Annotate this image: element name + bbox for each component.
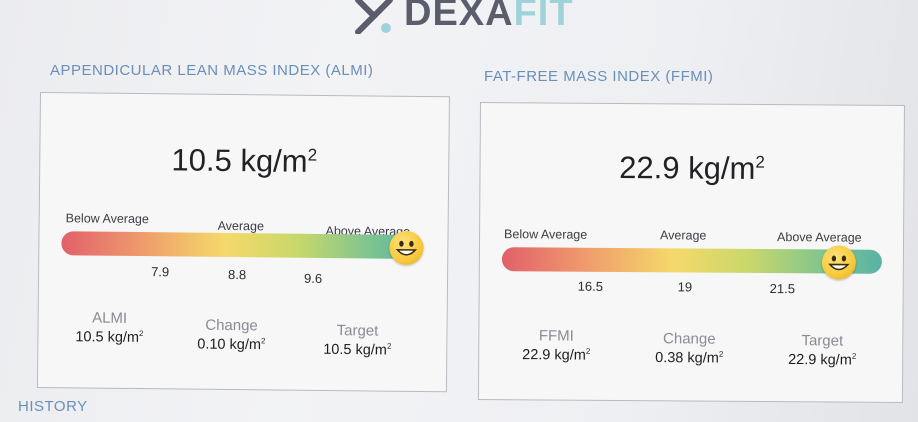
almi-stat-current: ALMI 10.5 kg/m2 (75, 309, 144, 346)
history-section-title: HISTORY (18, 398, 88, 415)
smiley-face-icon (389, 230, 424, 266)
almi-stat-target: Target 10.5 kg/m2 (323, 322, 392, 359)
almi-value: 10.5 kg/m2 (171, 142, 318, 179)
ffmi-card: 22.9 kg/m2 Below Average Average Above A… (477, 102, 905, 403)
ffmi-stat-current: FFMI 22.9 kg/m2 (522, 327, 591, 364)
logo-wordmark: DEXAFIT (404, 0, 574, 34)
ffmi-value: 22.9 kg/m2 (619, 149, 765, 186)
ffmi-stat-target: Target 22.9 kg/m2 (788, 332, 857, 369)
almi-tick-low: 7.9 (151, 264, 170, 280)
ffmi-tick-mid: 19 (677, 279, 693, 295)
ffmi-band-above-average: Above Average (777, 230, 862, 245)
ffmi-tick-high: 21.5 (769, 281, 796, 297)
almi-band-below-average: Below Average (65, 211, 149, 227)
dexafit-logo: DEXAFIT (352, 0, 574, 35)
almi-tick-high: 9.6 (303, 270, 323, 286)
almi-stat-change: Change 0.10 kg/m2 (197, 316, 266, 354)
almi-range-bar (61, 231, 424, 260)
dexafit-x-logo-icon (355, 0, 393, 34)
smiley-face-icon (821, 245, 857, 280)
ffmi-band-below-average: Below Average (504, 227, 588, 242)
ffmi-section-title: FAT-FREE MASS INDEX (FFMI) (484, 68, 714, 85)
almi-section-title: APPENDICULAR LEAN MASS INDEX (ALMI) (50, 62, 374, 79)
ffmi-band-average: Average (660, 228, 707, 243)
almi-tick-mid: 8.8 (228, 266, 247, 283)
almi-card: 10.5 kg/m2 Below Average Average Above A… (36, 92, 450, 393)
ffmi-tick-low: 16.5 (577, 278, 604, 294)
ffmi-stat-change: Change 0.38 kg/m2 (655, 330, 724, 367)
almi-band-average: Average (217, 218, 265, 234)
